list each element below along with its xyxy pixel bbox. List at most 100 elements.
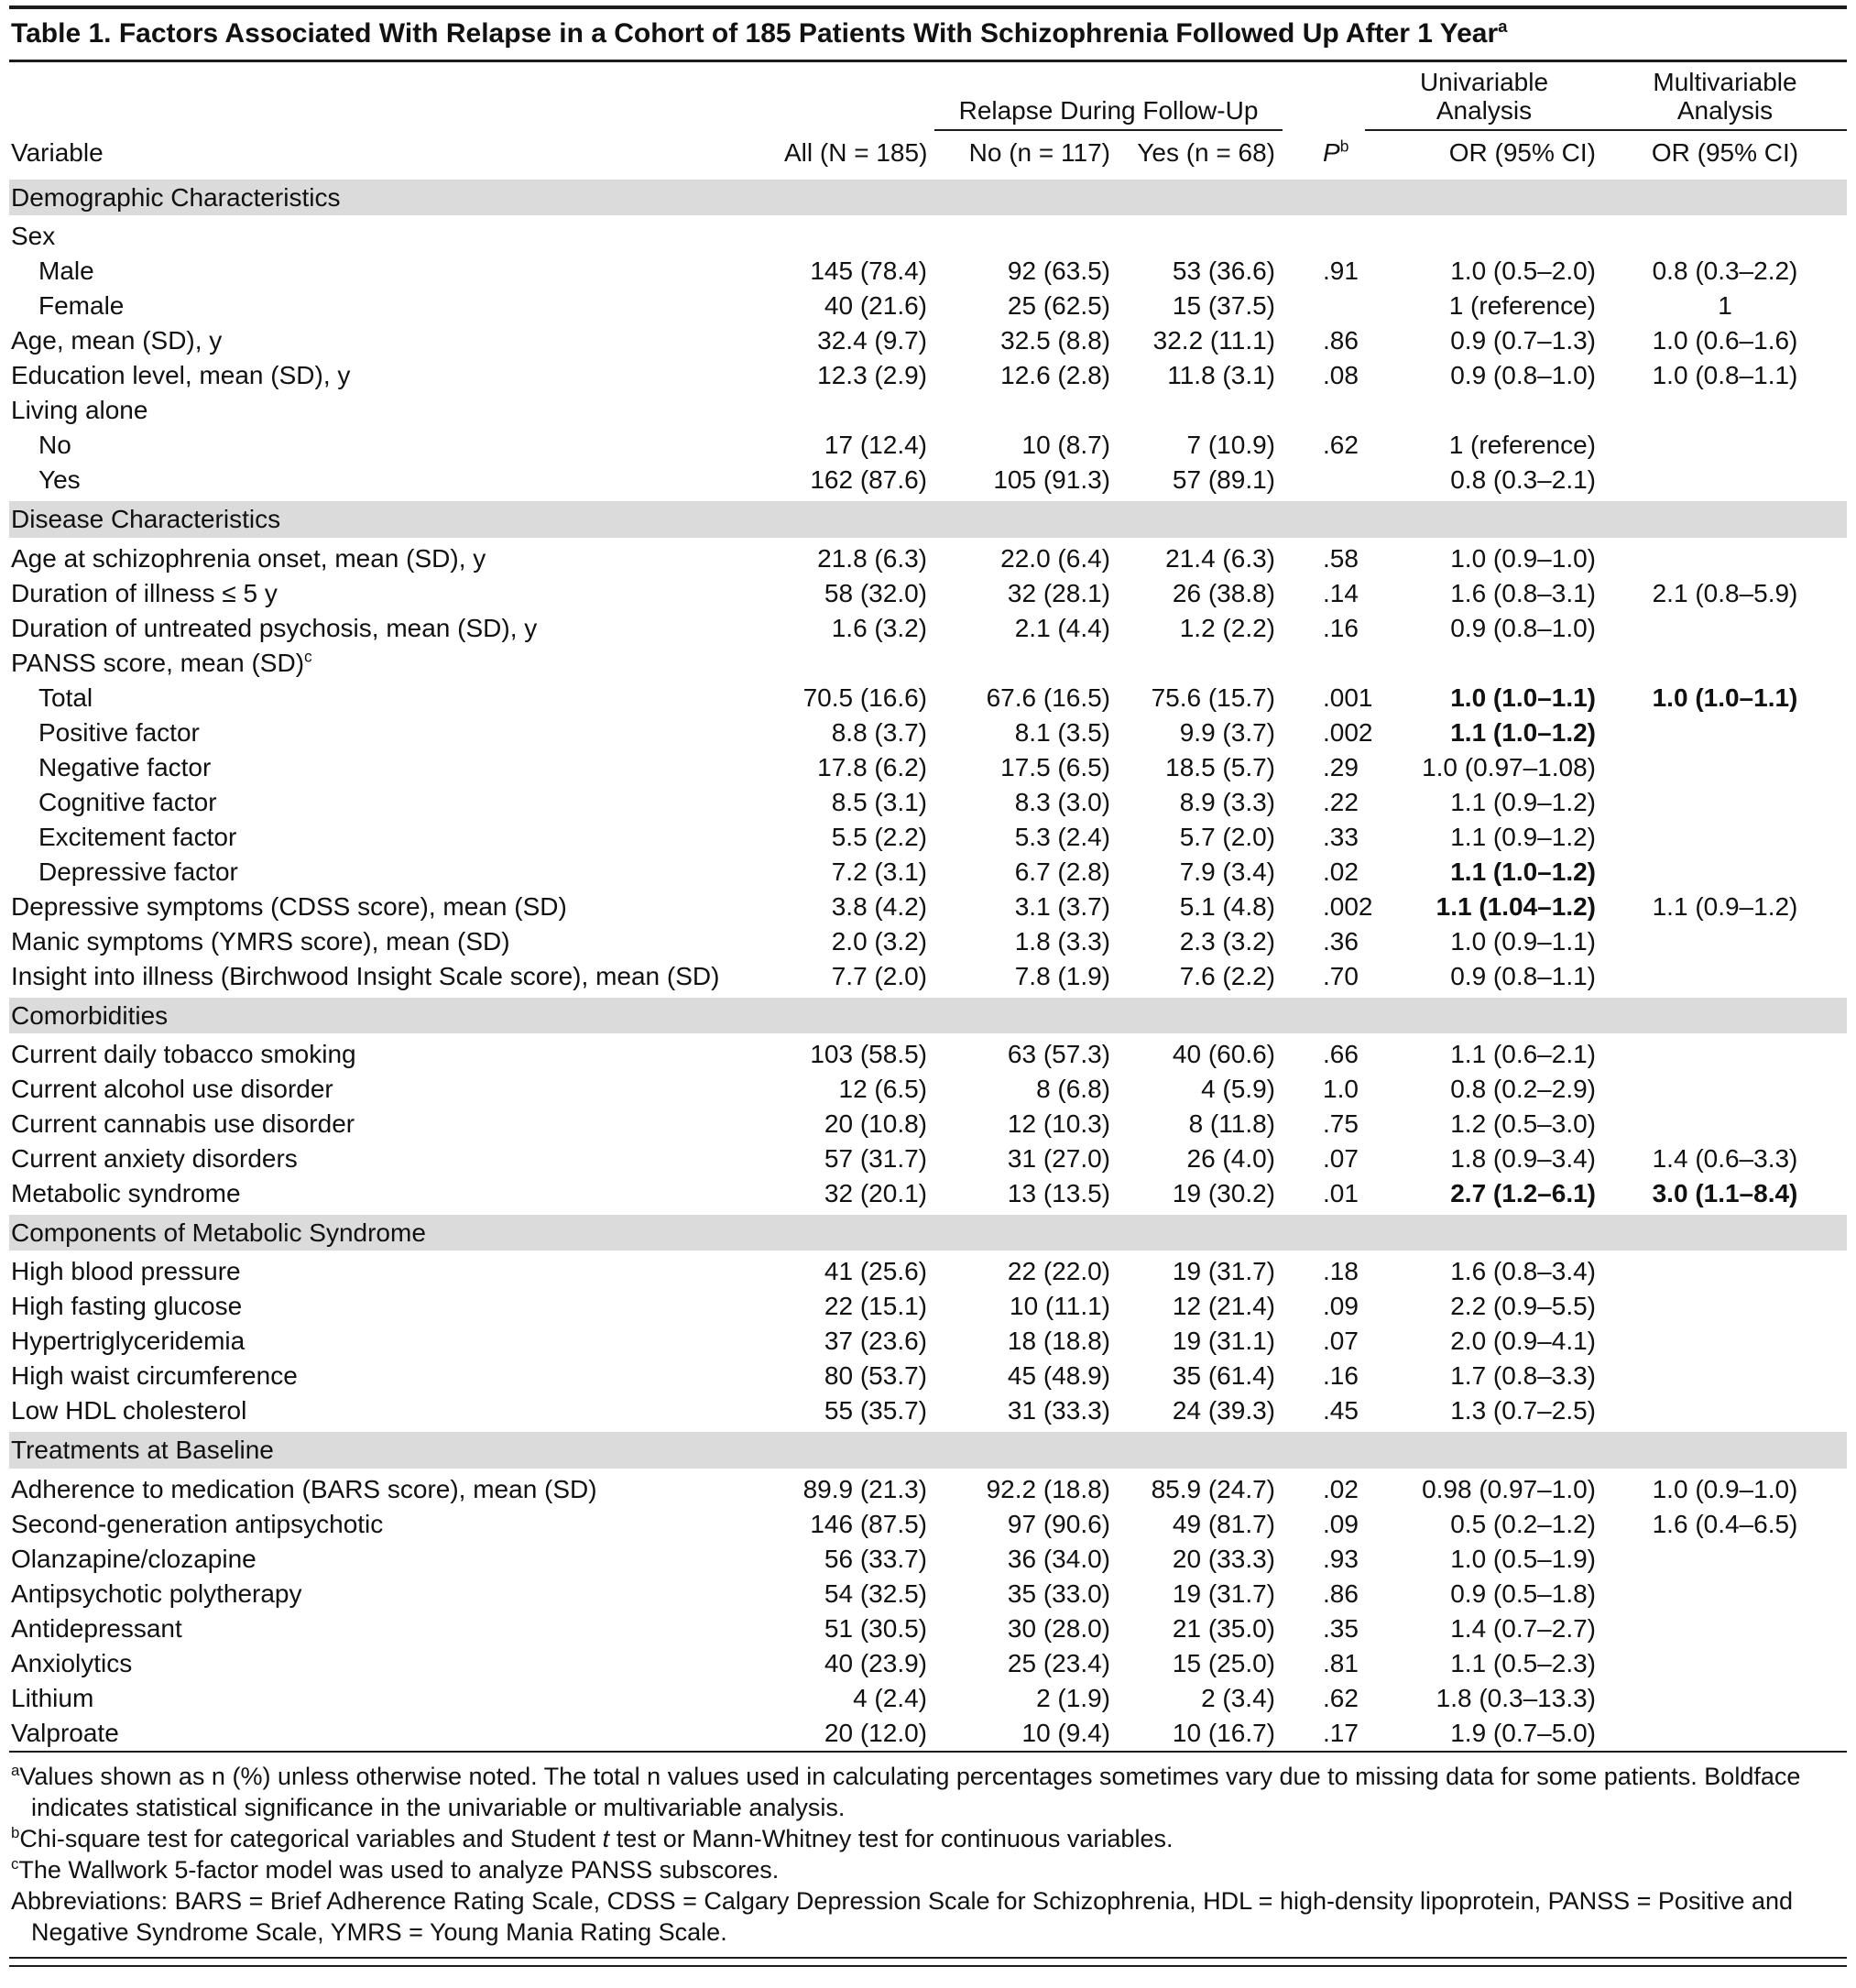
footnote-text: Chi-square test for categorical variable… [19,1824,603,1852]
no-relapse-cell: 32 (28.1) [1007,578,1110,607]
p-value-cell [1283,289,1365,323]
p-value-cell: .33 [1323,822,1359,851]
all-cell: 3.8 (4.2) [831,891,927,921]
table-row: Female 40 (21.6) 25 (62.5) 15 (37.5) 1 (refe… [9,289,1847,323]
no-relapse-cell: 10 (9.4) [1021,1718,1111,1747]
table-row: High fasting glucose 22 (15.1) 10 (11.1) 12… [9,1289,1847,1324]
all-cell: 55 (35.7) [824,1396,927,1425]
yes-relapse-cell: 2 (3.4) [1201,1683,1275,1712]
univariable-or-cell: 0.9 (0.5–1.8) [1450,1578,1596,1608]
variable-cell: Cognitive factor [38,787,217,816]
table-row: Antidepressant 51 (30.5) 30 (28.0) 21 (35.0… [9,1611,1847,1646]
p-value-cell: .58 [1323,543,1359,573]
table-body: Demographic Characteristics Sex Male 145 (7… [9,175,1847,1752]
variable-cell: Negative factor [38,752,212,781]
table-row: Current daily tobacco smoking 103 (58.5) 6… [9,1035,1847,1072]
table-row: Adherence to medication (BARS score), me… [9,1470,1847,1507]
header-p-value: Pb [1283,129,1365,180]
no-relapse-cell: 45 (48.9) [1007,1361,1110,1391]
yes-relapse-cell: 75.6 (15.7) [1151,683,1275,712]
no-relapse-cell: 63 (57.3) [1007,1040,1110,1069]
yes-relapse-cell: 18.5 (5.7) [1165,752,1275,781]
p-value-cell: .35 [1323,1613,1359,1643]
table-row: Metabolic syndrome 32 (20.1) 13 (13.5) 19 (… [9,1176,1847,1213]
table-row: Duration of illness ≤ 5 y 58 (32.0) 32 (28… [9,576,1847,611]
table-row: Age, mean (SD), y 32.4 (9.7) 32.5 (8.8) 32.… [9,323,1847,358]
table-row: High blood pressure 41 (25.6) 22 (22.0) 19 … [9,1252,1847,1289]
all-cell: 7.2 (3.1) [831,857,927,886]
no-relapse-cell: 5.3 (2.4) [1014,822,1110,851]
multivariable-or-cell: 1.4 (0.6–3.3) [1652,1144,1798,1174]
all-cell: 80 (53.7) [824,1361,927,1391]
table-row: Cognitive factor 8.5 (3.1) 8.3 (3.0) 8.9 (3… [9,785,1847,820]
p-value-cell: .01 [1323,1179,1359,1208]
all-cell: 37 (23.6) [824,1327,927,1356]
yes-relapse-cell: 4 (5.9) [1201,1075,1275,1104]
table-row: Anxiolytics 40 (23.9) 25 (23.4) 15 (25.0) .8… [9,1646,1847,1681]
p-superscript: b [1339,137,1349,156]
yes-relapse-cell: 40 (60.6) [1172,1040,1275,1069]
univariable-or-cell: 1.9 (0.7–5.0) [1450,1718,1596,1747]
p-value-cell: .86 [1323,326,1359,355]
p-value-cell: .001 [1323,683,1373,712]
variable-cell: Second-generation antipsychotic [11,1509,384,1538]
all-cell: 1.6 (3.2) [831,613,927,642]
spacer-cell [1283,62,1365,130]
all-cell: 4 (2.4) [853,1683,927,1712]
all-cell: 54 (32.5) [824,1578,927,1608]
no-relapse-cell: 8.1 (3.5) [1014,717,1110,747]
univariable-or-cell: 1.0 (0.97–1.08) [1422,752,1596,781]
all-cell: 89.9 (21.3) [802,1474,927,1503]
all-cell: 22 (15.1) [824,1292,927,1321]
variable-cell: Female [38,291,125,321]
univariable-or-cell: 0.8 (0.3–2.1) [1450,465,1596,495]
all-cell: 103 (58.5) [810,1040,927,1069]
univariable-or-cell: 2.7 (1.2–6.1) [1450,1179,1596,1208]
multivariable-span-header: Multivariable Analysis [1603,61,1847,131]
multivariable-or-cell [1603,1577,1847,1611]
footnote-text: test or Mann-Whitney test for continuous… [609,1824,1174,1852]
univariable-or-cell: 1.1 (0.6–2.1) [1450,1040,1596,1069]
multivariable-or-cell: 1.0 (0.6–1.6) [1652,326,1798,355]
univariable-or-cell: 0.9 (0.8–1.1) [1450,961,1596,990]
yes-relapse-cell: 21 (35.0) [1172,1613,1275,1643]
table-row: Total 70.5 (16.6) 67.6 (16.5) 75.6 (15.7) .0… [9,681,1847,715]
all-cell [784,393,934,428]
variable-cell: Positive factor [38,717,200,747]
spacer-cell [784,62,934,130]
table-row: Yes 162 (87.6) 105 (91.3) 57 (89.1) 0.8 (0.3… [9,463,1847,499]
multivariable-or-cell [1603,1107,1847,1141]
section-header-row: Comorbidities [9,993,1847,1038]
no-relapse-cell: 92 (63.5) [1007,257,1110,286]
univariable-or-cell [1365,393,1603,428]
univariable-or-cell [1365,646,1603,681]
p-value-cell: .14 [1323,578,1359,607]
table-row: Depressive symptoms (CDSS score), mean (… [9,890,1847,924]
yes-relapse-cell [1118,217,1283,254]
all-cell: 5.5 (2.2) [831,822,927,851]
no-relapse-cell: 13 (13.5) [1007,1179,1110,1208]
all-cell: 57 (31.7) [824,1144,927,1174]
all-cell: 32.4 (9.7) [817,326,927,355]
p-value-cell: .16 [1323,1361,1359,1391]
variable-cell: Living alone [11,396,148,425]
no-relapse-cell: 10 (8.7) [1021,431,1111,460]
no-relapse-cell: 105 (91.3) [993,465,1110,495]
no-relapse-cell: 97 (90.6) [1007,1509,1110,1538]
no-relapse-cell: 22.0 (6.4) [1000,543,1110,573]
table-row: Duration of untreated psychosis, mean (S… [9,611,1847,646]
p-value-cell: .002 [1323,891,1373,921]
p-value-cell: .09 [1323,1292,1359,1321]
variable-cell: Current alcohol use disorder [11,1075,333,1104]
all-cell: 146 (87.5) [810,1509,927,1538]
univariable-or-cell: 1.1 (0.9–1.2) [1450,787,1596,816]
p-value-cell [1283,463,1365,499]
multivariable-or-cell [1603,1035,1847,1072]
p-value-cell: .62 [1323,1683,1359,1712]
table-row: Negative factor 17.8 (6.2) 17.5 (6.5) 18.5 … [9,750,1847,785]
no-relapse-cell: 2 (1.9) [1036,1683,1110,1712]
table-header: Relapse During Follow-Up Univariable Ana… [9,61,1847,180]
yes-relapse-cell: 12 (21.4) [1172,1292,1275,1321]
table-row: Sex [9,217,1847,254]
univariable-or-cell: 1.1 (1.04–1.2) [1436,891,1596,921]
